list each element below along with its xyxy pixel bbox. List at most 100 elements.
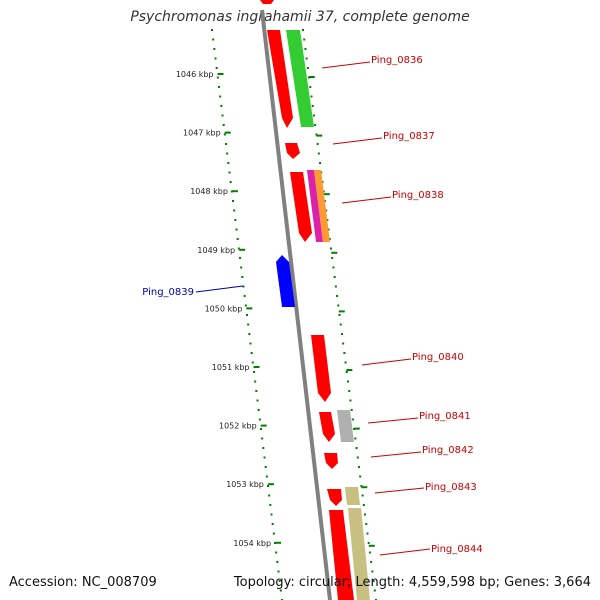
dot-mark	[310, 95, 313, 98]
dot-mark	[265, 475, 268, 478]
dot-mark	[338, 314, 341, 316]
callout-line	[332, 137, 383, 145]
gene-arrow-partial[interactable]	[260, 0, 274, 4]
dot-mark	[351, 418, 354, 421]
dot-mark	[258, 418, 261, 421]
dot-mark	[233, 209, 236, 212]
dot-mark	[263, 456, 266, 459]
dot-mark	[343, 352, 346, 354]
dot-mark	[367, 542, 370, 544]
dot-mark	[261, 437, 264, 440]
callout-line	[370, 451, 422, 458]
kbp-label: 1053 kbp	[226, 480, 264, 489]
dot-mark	[223, 133, 226, 136]
dot-mark	[253, 371, 255, 373]
gene-label-ping-0842[interactable]: Ping_0842	[422, 445, 474, 456]
dot-mark	[240, 266, 243, 269]
gene-arrow-ping-0839[interactable]	[276, 255, 295, 307]
gene-block-ping-0843-olive[interactable]	[345, 487, 360, 505]
dot-mark	[212, 38, 215, 41]
dot-mark	[305, 57, 308, 60]
gene-block-ping-0844-olive[interactable]	[348, 508, 370, 600]
dot-mark	[255, 390, 258, 392]
dot-mark	[257, 409, 260, 411]
gene-arrow-ping-0837[interactable]	[285, 143, 300, 159]
dot-mark	[264, 466, 267, 468]
dot-mark	[355, 447, 358, 449]
gene-label-ping-0843[interactable]: Ping_0843	[425, 482, 477, 493]
tick-dots	[211, 29, 377, 600]
gene-label-ping-0839[interactable]: Ping_0839	[142, 287, 194, 298]
gene-block-ping-0841-gray[interactable]	[337, 410, 354, 442]
gene-block-ping-0838-orange[interactable]	[314, 170, 330, 242]
kbp-label: 1047 kbp	[183, 129, 221, 138]
dot-mark	[306, 67, 309, 69]
dot-mark	[241, 276, 244, 278]
dot-mark	[327, 228, 330, 231]
gene-block-ping-0838-magenta[interactable]	[307, 170, 323, 242]
dot-mark	[254, 380, 257, 383]
dot-mark	[213, 48, 216, 50]
gene-label-ping-0837[interactable]: Ping_0837	[383, 131, 435, 142]
genome-axis	[260, 9, 332, 600]
gene-arrow-ping-0838-red[interactable]	[290, 172, 312, 242]
dot-mark	[216, 76, 219, 79]
dot-mark	[226, 152, 229, 155]
kbp-label: 1054 kbp	[233, 539, 271, 548]
dot-mark	[246, 314, 248, 316]
callout-line	[341, 196, 392, 204]
callout-line	[321, 61, 371, 69]
dot-mark	[350, 409, 353, 411]
dot-mark	[347, 380, 350, 383]
dot-mark	[249, 342, 252, 345]
dot-mark	[323, 200, 326, 202]
gene-features	[260, 0, 370, 600]
gene-arrow-ping-0841-red[interactable]	[319, 412, 335, 442]
kbp-label: 1049 kbp	[197, 246, 235, 255]
dot-mark	[356, 456, 359, 459]
dot-mark	[329, 247, 332, 250]
gene-arrow-ping-0836-red[interactable]	[267, 30, 293, 128]
dot-mark	[269, 504, 272, 506]
gene-label-ping-0844[interactable]: Ping_0844	[431, 544, 483, 555]
dot-mark	[340, 333, 343, 335]
dot-mark	[262, 447, 265, 449]
kbp-label: 1048 kbp	[190, 187, 228, 196]
gene-arrow-ping-0836-green[interactable]	[286, 30, 314, 127]
dot-mark	[230, 190, 233, 193]
dot-mark	[274, 542, 276, 544]
dot-mark	[325, 209, 328, 212]
kbp-ticks: 1046 kbp 1047 kbp 1048 kbp 1049 kbp 1050 kbp…	[176, 70, 375, 548]
dot-mark	[218, 86, 220, 88]
dot-mark	[317, 152, 320, 155]
dot-mark	[267, 485, 269, 487]
dot-mark	[332, 266, 335, 269]
dot-mark	[247, 323, 250, 326]
gene-arrow-ping-0840[interactable]	[311, 335, 331, 402]
dot-mark	[234, 219, 237, 221]
dot-mark	[303, 38, 306, 41]
dot-mark	[328, 238, 331, 240]
dot-mark	[272, 532, 275, 535]
dot-mark	[336, 295, 339, 297]
gene-arrow-ping-0842[interactable]	[324, 453, 338, 469]
gene-label-ping-0838[interactable]: Ping_0838	[392, 190, 444, 201]
gene-arrow-ping-0844-red[interactable]	[329, 510, 354, 600]
dot-mark	[277, 570, 280, 573]
gene-arrow-ping-0843-red[interactable]	[327, 489, 342, 506]
dot-mark	[211, 29, 213, 31]
gene-callouts: Ping_0836 Ping_0837 Ping_0838 Ping_0839 Ping…	[142, 55, 483, 556]
gene-label-ping-0841[interactable]: Ping_0841	[419, 411, 471, 422]
gene-label-ping-0840[interactable]: Ping_0840	[412, 352, 464, 363]
gene-label-ping-0836[interactable]: Ping_0836	[371, 55, 423, 66]
dot-mark	[251, 361, 254, 364]
dot-mark	[364, 513, 367, 516]
dot-mark	[316, 143, 319, 145]
dot-mark	[278, 580, 281, 582]
dot-mark	[232, 200, 234, 202]
kbp-label: 1046 kbp	[176, 70, 214, 79]
dot-mark	[270, 513, 273, 516]
dot-mark	[373, 589, 376, 592]
dot-mark	[309, 86, 312, 88]
callout-line	[195, 285, 244, 293]
